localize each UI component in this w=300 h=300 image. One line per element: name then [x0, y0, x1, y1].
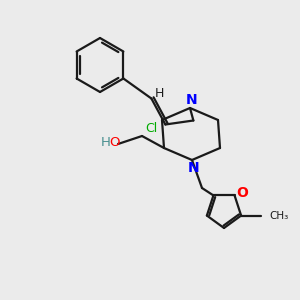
- Text: N: N: [186, 93, 198, 107]
- Text: H: H: [155, 87, 164, 100]
- Text: N: N: [188, 161, 200, 175]
- Text: O: O: [237, 186, 248, 200]
- Text: Cl: Cl: [145, 122, 158, 135]
- Text: CH₃: CH₃: [269, 211, 288, 220]
- Text: O: O: [109, 136, 119, 148]
- Text: H: H: [101, 136, 111, 148]
